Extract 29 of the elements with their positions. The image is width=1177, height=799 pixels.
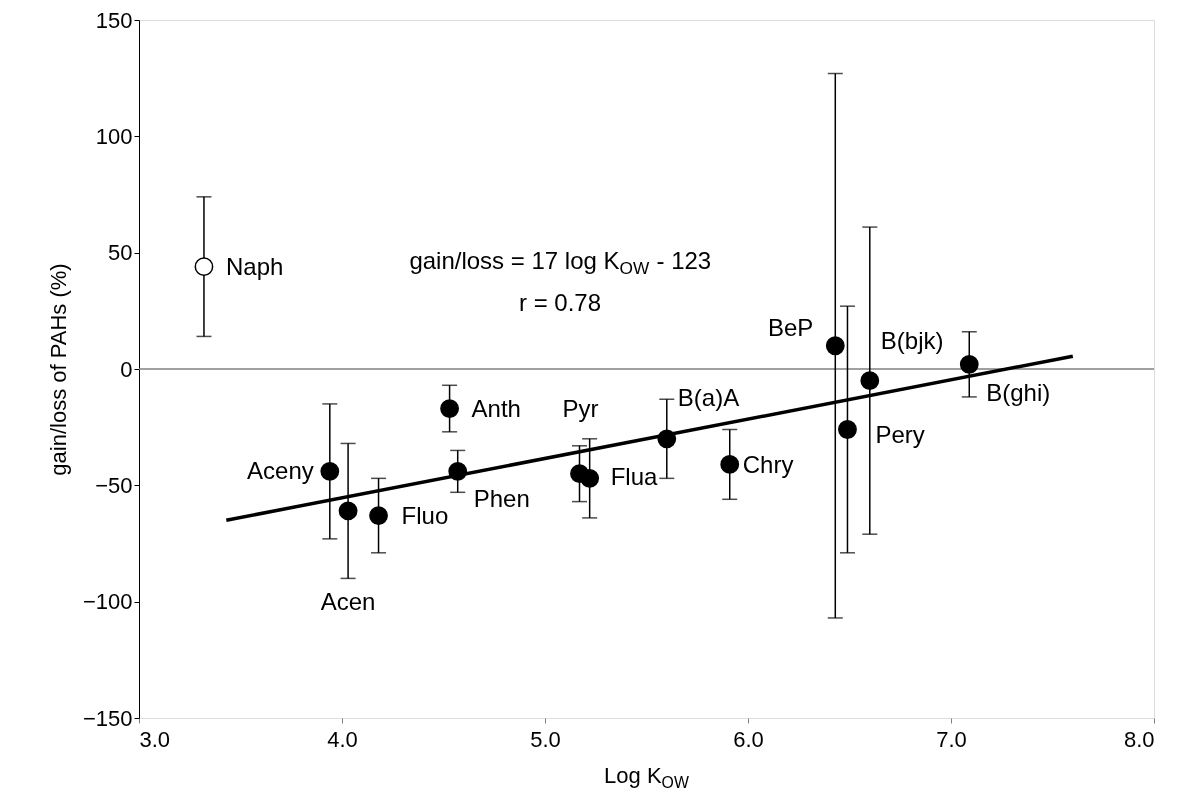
y-tick-label: 150	[95, 7, 133, 33]
annotation: Anth	[471, 394, 521, 422]
annotation: Fluo	[401, 501, 449, 529]
annotation: BeP	[767, 313, 814, 341]
y-tick-label: −150	[82, 705, 133, 731]
x-tick-label: 5.0	[530, 726, 561, 752]
x-tick-label: 7.0	[936, 726, 967, 752]
annotation: Phen	[473, 485, 530, 513]
annotation: B(a)A	[677, 383, 740, 411]
y-tick-label: −50	[95, 472, 133, 498]
annotation: B(ghi)	[986, 379, 1051, 407]
annotation: B(bjk)	[880, 326, 944, 354]
x-tick-label: 3.0	[139, 726, 171, 752]
y-axis-title: gain/loss of PAHs (%)	[45, 263, 71, 476]
x-tick-label: 6.0	[733, 726, 764, 752]
y-tick-label: 100	[95, 123, 133, 149]
x-tick-label: 8.0	[1123, 726, 1155, 752]
annotation: Pery	[875, 421, 925, 449]
annotation: Aceny	[247, 457, 314, 485]
annotation: r = 0.78	[518, 288, 602, 316]
y-tick-label: −100	[82, 589, 133, 615]
annotation: Pyr	[562, 394, 599, 422]
annotation: Flua	[610, 463, 658, 491]
x-tick-label: 4.0	[327, 726, 358, 752]
annotation: Acen	[320, 587, 376, 615]
annotation: Naph	[225, 252, 284, 280]
y-tick-label: 0	[120, 356, 133, 382]
y-tick-label: 50	[108, 240, 133, 266]
annotation: Chry	[742, 451, 794, 479]
